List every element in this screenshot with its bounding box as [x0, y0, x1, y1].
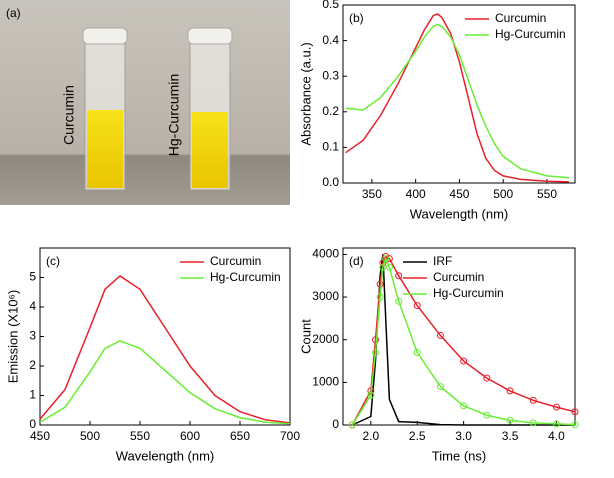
legend-label: Curcumin	[495, 11, 546, 25]
data-point	[529, 396, 537, 404]
cuvette	[187, 27, 233, 191]
photo-background	[0, 0, 290, 205]
data-point	[385, 263, 393, 271]
panel-label: (a)	[6, 6, 21, 20]
sample-label: Hg-Curcumin	[166, 74, 182, 156]
legend-label: Hg-Curcumin	[210, 270, 281, 284]
data-point	[483, 374, 491, 382]
x-tick-label: 3.5	[502, 429, 519, 443]
series-line	[39, 275, 291, 424]
x-tick-label: 2.5	[409, 429, 426, 443]
y-tick-label: 4000	[312, 247, 339, 261]
x-axis-label: Time (ns)	[432, 448, 486, 463]
data-point	[506, 387, 514, 395]
data-point	[348, 421, 356, 429]
x-tick-label: 400	[406, 187, 426, 201]
series-line	[39, 340, 291, 425]
y-tick-label: 0	[29, 417, 36, 431]
data-point	[436, 383, 444, 391]
x-tick-label: 550	[537, 187, 557, 201]
y-tick-label: 3	[29, 329, 36, 343]
x-tick-label: 3.0	[455, 429, 472, 443]
series-line	[351, 256, 576, 426]
x-axis-label: Wavelength (nm)	[410, 206, 509, 221]
x-tick-label: 450	[449, 187, 469, 201]
x-tick-label: 700	[280, 429, 300, 443]
chart-panel: 2.0 2.5 3.0 3.5 4.0 0 1000 2000 3000 4000 Time (ns…	[298, 247, 579, 463]
y-tick-label: 0.4	[322, 33, 339, 47]
data-point	[395, 297, 403, 305]
data-point	[436, 331, 444, 339]
x-tick-label: 500	[80, 429, 100, 443]
y-tick-label: 0.5	[322, 0, 339, 11]
x-tick-label: 450	[30, 429, 50, 443]
data-point	[413, 348, 421, 356]
y-tick-label: 0.2	[322, 104, 339, 118]
legend-label: Hg-Curcumin	[495, 27, 566, 41]
y-tick-label: 0.1	[322, 140, 339, 154]
x-tick-label: 600	[180, 429, 200, 443]
y-tick-label: 2000	[312, 332, 339, 346]
legend-label: Curcumin	[433, 270, 484, 284]
x-tick-label: 350	[362, 187, 382, 201]
series-line	[351, 255, 576, 426]
data-point	[460, 402, 468, 410]
sample-label: Curcumin	[61, 85, 77, 145]
y-tick-label: 1	[29, 388, 36, 402]
y-tick-label: 3000	[312, 289, 339, 303]
y-tick-label: 1000	[312, 375, 339, 389]
legend-label: Hg-Curcumin	[433, 286, 504, 300]
x-tick-label: 550	[130, 429, 150, 443]
y-tick-label: 0.0	[322, 175, 339, 189]
legend-label: IRF	[433, 254, 452, 268]
y-axis-label: Absorbance (a.u.)	[298, 42, 313, 145]
panel-label: (d)	[349, 254, 364, 268]
y-tick-label: 2	[29, 358, 36, 372]
y-tick-label: 4	[29, 299, 36, 313]
legend-label: Curcumin	[210, 254, 261, 268]
data-point	[382, 255, 390, 263]
photo: (a) Curcumin Hg-Curcumin	[0, 0, 290, 205]
chart-panel: 350 400 450 500 550 0.0 0.1 0.2 0.3 0.4 0.5 Wavelen…	[298, 0, 576, 221]
data-point	[395, 272, 403, 280]
chart-panel: 450 500 550 600 650 700 0 1 2 3 4 5 Wavelength (nm) E…	[5, 247, 300, 463]
series-line	[345, 23, 569, 179]
x-tick-label: 4.0	[548, 429, 565, 443]
series-line	[345, 13, 569, 183]
panel-label: (b)	[349, 11, 364, 25]
y-axis-label: Count	[298, 319, 313, 354]
y-tick-label: 0	[332, 417, 339, 431]
x-axis-label: Wavelength (nm)	[116, 448, 215, 463]
x-tick-label: 500	[493, 187, 513, 201]
panel-label: (c)	[46, 254, 60, 268]
y-tick-label: 0.3	[322, 68, 339, 82]
cuvette	[82, 27, 128, 191]
data-point	[552, 403, 560, 411]
data-point	[460, 357, 468, 365]
y-axis-label: Emission (X10⁶)	[5, 290, 20, 384]
x-tick-label: 650	[230, 429, 250, 443]
x-tick-label: 2.0	[362, 429, 379, 443]
y-tick-label: 5	[29, 270, 36, 284]
data-point	[413, 302, 421, 310]
